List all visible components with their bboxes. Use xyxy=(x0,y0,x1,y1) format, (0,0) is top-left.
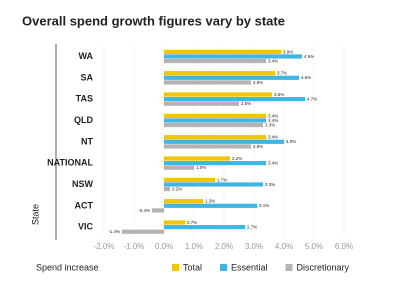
value-label: 3.9% xyxy=(283,49,293,54)
value-label: 3.4% xyxy=(268,58,278,63)
y-tick-label: NATIONAL xyxy=(47,158,93,168)
x-tick-label: 3.0% xyxy=(245,242,263,251)
value-label: 4.0% xyxy=(286,139,296,144)
legend-label: Essential xyxy=(231,262,268,272)
bar xyxy=(164,75,299,80)
bar xyxy=(164,177,215,182)
y-axis-title: State xyxy=(30,204,40,225)
bar xyxy=(152,208,164,213)
value-label: 3.7% xyxy=(277,71,287,76)
value-label: 4.5% xyxy=(301,75,311,80)
value-label: 1.7% xyxy=(217,177,227,182)
value-label: 2.2% xyxy=(232,156,242,161)
bar xyxy=(122,229,164,234)
chart-title: Overall spend growth figures vary by sta… xyxy=(22,13,285,28)
bar xyxy=(164,54,302,59)
bar xyxy=(164,186,170,192)
bar xyxy=(164,225,245,230)
value-label: 3.1% xyxy=(259,203,269,208)
value-label: 2.9% xyxy=(253,144,263,149)
bar xyxy=(164,144,251,149)
value-label: 1.0% xyxy=(196,165,206,170)
bar xyxy=(164,80,251,85)
legend-swatch xyxy=(220,264,228,271)
value-label: 3.3% xyxy=(265,122,275,127)
y-tick-label: NT xyxy=(81,136,93,146)
bar xyxy=(164,113,266,118)
bar xyxy=(164,182,263,187)
value-label: 2.7% xyxy=(247,225,257,230)
bar xyxy=(164,199,203,204)
x-tick-label: 4.0% xyxy=(275,242,293,251)
bar xyxy=(164,135,266,140)
bar xyxy=(164,97,305,102)
value-label: -1.4% xyxy=(108,229,120,234)
y-tick-label: TAS xyxy=(76,94,93,104)
bar xyxy=(164,71,275,76)
value-label: -0.4% xyxy=(138,208,150,213)
value-label: 2.9% xyxy=(253,80,263,85)
legend-label: Total xyxy=(183,262,202,272)
bar xyxy=(164,101,239,106)
bar xyxy=(164,118,266,123)
value-label: 4.6% xyxy=(304,54,314,59)
x-tick-label: -2.0% xyxy=(94,242,115,251)
value-label: 3.4% xyxy=(268,135,278,140)
x-tick-label: -1.0% xyxy=(124,242,145,251)
y-tick-label: WA xyxy=(79,51,94,61)
value-label: 2.5% xyxy=(241,101,251,106)
x-tick-label: 0.0% xyxy=(155,242,173,251)
x-tick-label: 1.0% xyxy=(185,242,203,251)
legend-label: Discretionary xyxy=(297,262,350,272)
bar xyxy=(164,92,272,97)
bar xyxy=(164,156,230,161)
y-tick-label: NSW xyxy=(72,179,94,189)
x-tick-label: 5.0% xyxy=(305,242,323,251)
bar xyxy=(164,220,185,225)
value-label: 0.2% xyxy=(172,186,182,191)
bar xyxy=(164,161,266,166)
bar xyxy=(164,49,281,54)
y-tick-label: VIC xyxy=(78,222,94,232)
value-label: 3.4% xyxy=(268,161,278,166)
x-tick-label: 6.0% xyxy=(335,242,353,251)
y-tick-label: ACT xyxy=(75,200,94,210)
value-label: 1.3% xyxy=(205,199,215,204)
x-tick-label: 2.0% xyxy=(215,242,233,251)
legend-swatch xyxy=(285,264,293,271)
y-tick-label: QLD xyxy=(74,115,93,125)
bar xyxy=(164,122,263,128)
bar xyxy=(164,165,194,170)
value-label: 3.6% xyxy=(274,92,284,97)
value-label: 3.4% xyxy=(268,113,278,118)
value-label: 4.7% xyxy=(307,97,317,102)
value-label: 0.7% xyxy=(187,220,197,225)
bar xyxy=(164,139,284,144)
value-label: 3.4% xyxy=(268,118,278,123)
bar xyxy=(164,203,257,208)
value-label: 3.3% xyxy=(265,182,275,187)
legend-swatch xyxy=(172,264,179,271)
x-axis-title: Spend increase xyxy=(36,262,99,272)
y-tick-label: SA xyxy=(80,72,93,82)
bar xyxy=(164,58,266,64)
